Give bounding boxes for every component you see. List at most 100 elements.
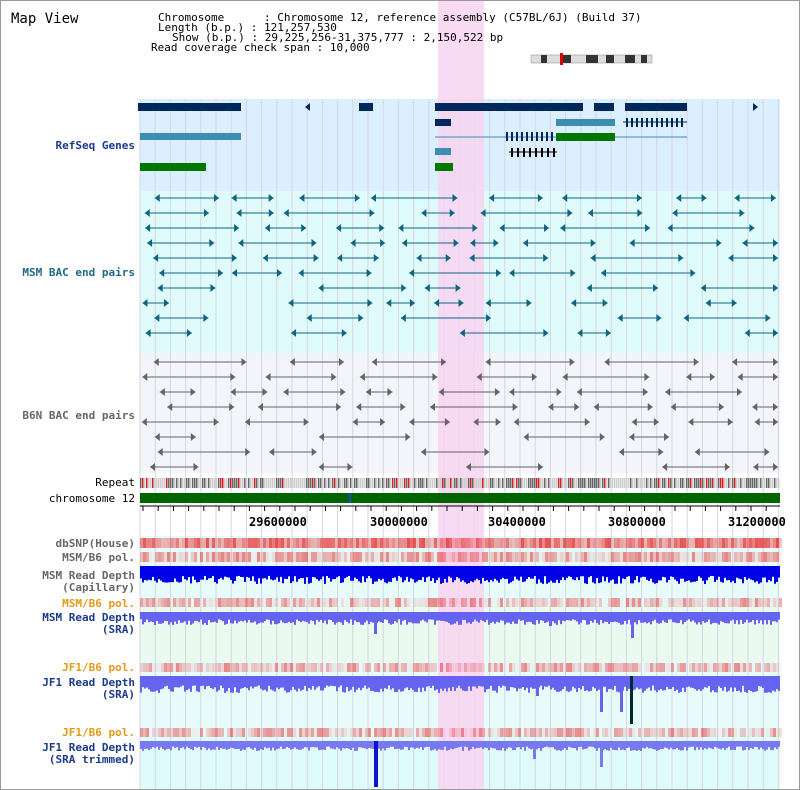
polymorphism-bin <box>224 728 227 737</box>
read-depth-bar <box>220 612 222 621</box>
track-label-msm-read-sra[interactable]: MSM Read Depth (SRA) <box>42 611 135 636</box>
polymorphism-bin <box>332 728 335 737</box>
read-depth-bar <box>608 741 610 751</box>
track-label-jf1-trim[interactable]: JF1 Read Depth (SRA trimmed) <box>42 741 135 766</box>
read-depth-bar <box>470 566 472 582</box>
polymorphism-bin <box>173 538 176 548</box>
bac-end-marker <box>154 314 160 322</box>
read-depth-bar <box>512 676 514 688</box>
gene-exon <box>526 132 528 141</box>
repeat-element <box>306 478 308 488</box>
polymorphism-bin <box>776 598 779 607</box>
read-depth-bar <box>256 612 258 625</box>
polymorphism-bin <box>149 552 152 562</box>
polymorphism-bin <box>146 728 149 737</box>
track-label-b6n-bac[interactable]: B6N BAC end pairs <box>22 409 135 422</box>
read-depth-bar <box>464 612 466 620</box>
track-label-msm-b6-pol-1[interactable]: MSM/B6 pol. <box>62 551 135 564</box>
repeat-element <box>236 478 238 488</box>
track-label-jf1-b6-pol-1[interactable]: JF1/B6 pol. <box>62 661 135 674</box>
read-depth-bar <box>662 612 664 621</box>
read-depth-bar <box>354 741 356 751</box>
polymorphism-bin <box>671 552 674 562</box>
read-depth-bar <box>358 741 360 748</box>
repeat-element <box>276 478 278 488</box>
track-label-jf1-read-sra[interactable]: JF1 Read Depth (SRA) <box>42 676 135 701</box>
polymorphism-bin <box>341 598 344 607</box>
polymorphism-bin <box>179 552 182 562</box>
repeat-element <box>514 478 516 488</box>
read-depth-bar <box>612 566 614 580</box>
read-depth-bar <box>366 741 368 750</box>
read-depth-bar <box>226 612 228 624</box>
read-depth-bar <box>332 676 334 687</box>
track-label-refseq[interactable]: RefSeq Genes <box>55 139 135 152</box>
polymorphism-bin <box>182 728 185 737</box>
polymorphism-bin <box>359 552 362 562</box>
polymorphism-bin <box>695 552 698 562</box>
read-depth-bar <box>628 676 630 689</box>
read-depth-bar <box>280 566 282 577</box>
polymorphism-bin <box>437 663 440 672</box>
read-depth-bar <box>332 612 334 623</box>
polymorphism-bin <box>236 538 239 548</box>
polymorphism-bin <box>140 598 143 607</box>
polymorphism-bin <box>236 598 239 607</box>
polymorphism-bin <box>584 538 587 548</box>
bac-end-marker <box>601 269 607 277</box>
read-depth-bar <box>766 741 768 750</box>
read-depth-bar <box>472 676 474 687</box>
polymorphism-bin <box>740 598 743 607</box>
track-label-msm-bac[interactable]: MSM BAC end pairs <box>22 266 135 279</box>
repeat-element <box>430 478 432 488</box>
polymorphism-bin <box>320 598 323 607</box>
polymorphism-bin <box>725 538 728 548</box>
polymorphism-bin <box>656 663 659 672</box>
read-depth-bar <box>234 741 236 749</box>
read-depth-bar <box>678 612 680 623</box>
read-depth-bar <box>488 676 490 689</box>
read-depth-bar <box>512 612 514 622</box>
read-depth-bar <box>646 612 648 624</box>
read-depth-bar <box>478 566 480 581</box>
read-depth-bar <box>714 676 716 693</box>
polymorphism-bin <box>731 552 734 562</box>
bac-end-marker <box>678 254 684 262</box>
polymorphism-bin <box>737 598 740 607</box>
polymorphism-bin <box>722 538 725 548</box>
read-depth-bar <box>390 612 392 625</box>
read-depth-bar <box>556 612 558 625</box>
read-depth-bar <box>394 566 396 578</box>
polymorphism-bin <box>533 552 536 562</box>
read-depth-bar <box>466 566 468 584</box>
read-depth-bar <box>752 566 754 581</box>
polymorphism-bin <box>503 728 506 737</box>
polymorphism-bin <box>377 663 380 672</box>
track-label-msm-b6-pol-2[interactable]: MSM/B6 pol. <box>62 597 135 610</box>
read-depth-bar <box>508 566 510 584</box>
polymorphism-bin <box>509 663 512 672</box>
repeat-element <box>694 478 696 488</box>
read-depth-bar <box>468 612 470 623</box>
repeat-element <box>248 478 250 488</box>
polymorphism-bin <box>395 538 398 548</box>
track-label-msm-read-cap[interactable]: MSM Read Depth (Capillary) <box>42 569 135 594</box>
read-depth-bar <box>256 676 258 687</box>
read-depth-bar <box>628 566 630 577</box>
polymorphism-bin <box>578 552 581 562</box>
read-depth-bar <box>372 612 374 623</box>
read-depth-bar <box>516 676 518 692</box>
polymorphism-bin <box>284 538 287 548</box>
read-depth-bar <box>370 566 372 579</box>
track-label-dbsnp[interactable]: dbSNP(House) <box>55 537 135 550</box>
read-depth-bar <box>466 676 468 691</box>
polymorphism-bin <box>635 728 638 737</box>
read-depth-bar <box>566 566 568 578</box>
polymorphism-bin <box>158 663 161 672</box>
read-depth-bar <box>768 612 770 621</box>
repeat-element <box>344 478 346 488</box>
track-label-jf1-b6-pol-2[interactable]: JF1/B6 pol. <box>62 726 135 739</box>
polymorphism-bin <box>674 538 677 548</box>
read-depth-bar <box>702 566 704 581</box>
